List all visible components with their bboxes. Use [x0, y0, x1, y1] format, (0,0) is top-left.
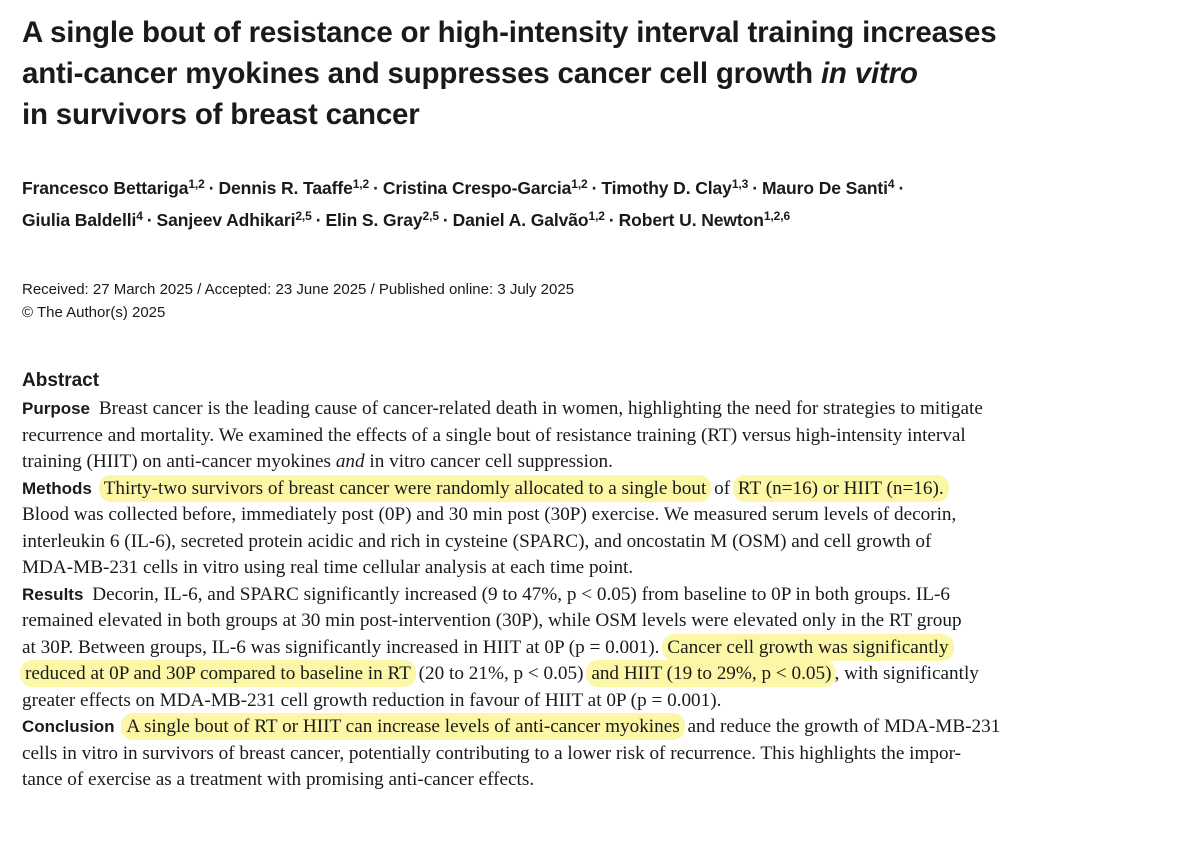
- conclusion-label: Conclusion: [22, 717, 115, 736]
- author-separator: ·: [608, 210, 615, 230]
- highlighted-text: reduced at 0P and 30P compared to baseli…: [22, 662, 414, 685]
- purpose-text: Breast cancer is the leading cause of ca…: [98, 398, 983, 419]
- author-name[interactable]: Robert U. Newton: [618, 210, 764, 230]
- results-label: Results: [22, 584, 84, 604]
- methods-line-2: Blood was collected before, immediately …: [22, 504, 957, 525]
- author-list: Francesco Bettariga1,2 · Dennis R. Taaffe1…: [22, 172, 1182, 236]
- title-line-2-text: anti-cancer myokines and suppresses canc…: [22, 57, 821, 90]
- author-affiliation: 2,5: [422, 209, 439, 223]
- author-affiliation: 4: [887, 177, 895, 191]
- author-separator: ·: [898, 178, 905, 198]
- abstract-heading: Abstract: [22, 370, 100, 391]
- highlighted-text: A single bout of RT or HIIT can increase…: [123, 715, 683, 738]
- purpose-label: Purpose: [22, 399, 91, 418]
- author-name[interactable]: Cristina Crespo-Garcia: [382, 178, 572, 198]
- author-name[interactable]: Giulia Baldelli: [22, 210, 137, 230]
- author-affiliation: 1,3: [731, 177, 749, 191]
- highlighted-text: Thirty-two survivors of breast cancer we…: [100, 476, 710, 500]
- conclusion-line-3: tance of exercise as a treatment with pr…: [22, 769, 535, 790]
- author-separator: ·: [591, 178, 598, 198]
- methods-line-1: Methods Thirty-two survivors of breast c…: [22, 476, 1187, 503]
- author-separator: ·: [752, 178, 758, 198]
- methods-line-3: interleukin 6 (IL-6), secreted protein a…: [22, 530, 932, 552]
- results-line-2: remained elevated in both groups at 30 m…: [22, 610, 962, 631]
- author-name[interactable]: Francesco Bettariga: [22, 178, 189, 198]
- results-line-1: Results Decorin, IL-6, and SPARC signifi…: [22, 582, 1187, 609]
- results-line-5: greater effects on MDA-MB-231 cell growt…: [22, 689, 722, 711]
- copyright-notice: © The Author(s) 2025: [22, 304, 166, 321]
- author-line-2: Giulia Baldelli4 · Sanjeev Adhikari2,5 · Eli…: [22, 204, 1182, 236]
- author-name[interactable]: Elin S. Gray: [325, 210, 423, 230]
- results-text: (20 to 21%, p < 0.05): [413, 663, 589, 684]
- author-affiliation: 1,2,6: [763, 209, 791, 223]
- purpose-text: training (HIIT) on anti-cancer myokines: [22, 451, 336, 472]
- abstract-body: Purpose Breast cancer is the leading cau…: [22, 396, 1187, 794]
- author-separator: ·: [146, 210, 153, 230]
- highlighted-text: and HIIT (19 to 29%, p < 0.05): [588, 662, 835, 685]
- author-separator: ·: [315, 210, 322, 230]
- author-name[interactable]: Mauro De Santi: [761, 178, 888, 198]
- author-affiliation: 1,2: [588, 209, 605, 223]
- methods-text: of: [709, 477, 735, 499]
- purpose-line-3: training (HIIT) on anti-cancer myokines …: [22, 449, 1187, 476]
- highlighted-text: RT (n=16) or HIIT (n=16).: [734, 476, 947, 500]
- author-affiliation: 1,2: [352, 177, 370, 191]
- author-name[interactable]: Sanjeev Adhikari: [156, 210, 296, 230]
- author-name[interactable]: Daniel A. Galvão: [452, 210, 589, 230]
- received-accepted-published: Received: 27 March 2025 / Accepted: 23 J…: [22, 281, 575, 298]
- results-text: Decorin, IL-6, and SPARC significantly i…: [92, 583, 950, 605]
- author-affiliation: 1,2: [571, 177, 588, 191]
- author-affiliation: 4: [136, 209, 143, 223]
- methods-line-4: MDA-MB-231 cells in vitro using real tim…: [22, 557, 634, 578]
- results-text: at 30P. Between groups, IL-6 was signifi…: [22, 636, 665, 658]
- results-line-4: reduced at 0P and 30P compared to baseli…: [22, 661, 1187, 688]
- highlighted-text: Cancer cell growth was significantly: [664, 635, 952, 659]
- purpose-line-2: recurrence and mortality. We examined th…: [22, 424, 966, 446]
- results-line-3: at 30P. Between groups, IL-6 was signifi…: [22, 635, 1187, 662]
- paper-title: A single bout of resistance or high-inte…: [22, 12, 1182, 135]
- purpose-text: in vitro cancer cell suppression.: [364, 451, 613, 472]
- title-line-2: anti-cancer myokines and suppresses canc…: [22, 53, 1182, 94]
- author-separator: ·: [442, 210, 449, 230]
- author-name[interactable]: Timothy D. Clay: [601, 178, 732, 198]
- title-line-1: A single bout of resistance or high-inte…: [22, 16, 997, 49]
- author-separator: ·: [208, 178, 215, 198]
- conclusion-line-2: cells in vitro in survivors of breast ca…: [22, 742, 961, 764]
- author-affiliation: 2,5: [295, 209, 312, 223]
- author-separator: ·: [373, 178, 379, 198]
- author-name[interactable]: Dennis R. Taaffe: [218, 178, 353, 198]
- conclusion-text: and reduce the growth of MDA-MB-231: [682, 716, 1001, 737]
- publication-dates: Received: 27 March 2025 / Accepted: 23 J…: [22, 278, 574, 324]
- purpose-italic: and: [335, 451, 365, 472]
- results-text: , with significantly: [834, 663, 979, 684]
- conclusion-line-1: Conclusion A single bout of RT or HIIT c…: [22, 714, 1187, 741]
- purpose-line-1: Purpose Breast cancer is the leading cau…: [22, 396, 1187, 423]
- author-affiliation: 1,2: [188, 177, 205, 191]
- title-line-3: in survivors of breast cancer: [22, 98, 420, 131]
- author-line-1: Francesco Bettariga1,2 · Dennis R. Taaffe1…: [22, 172, 1182, 204]
- methods-label: Methods: [22, 478, 92, 498]
- title-italic-in-vitro: in vitro: [820, 57, 918, 90]
